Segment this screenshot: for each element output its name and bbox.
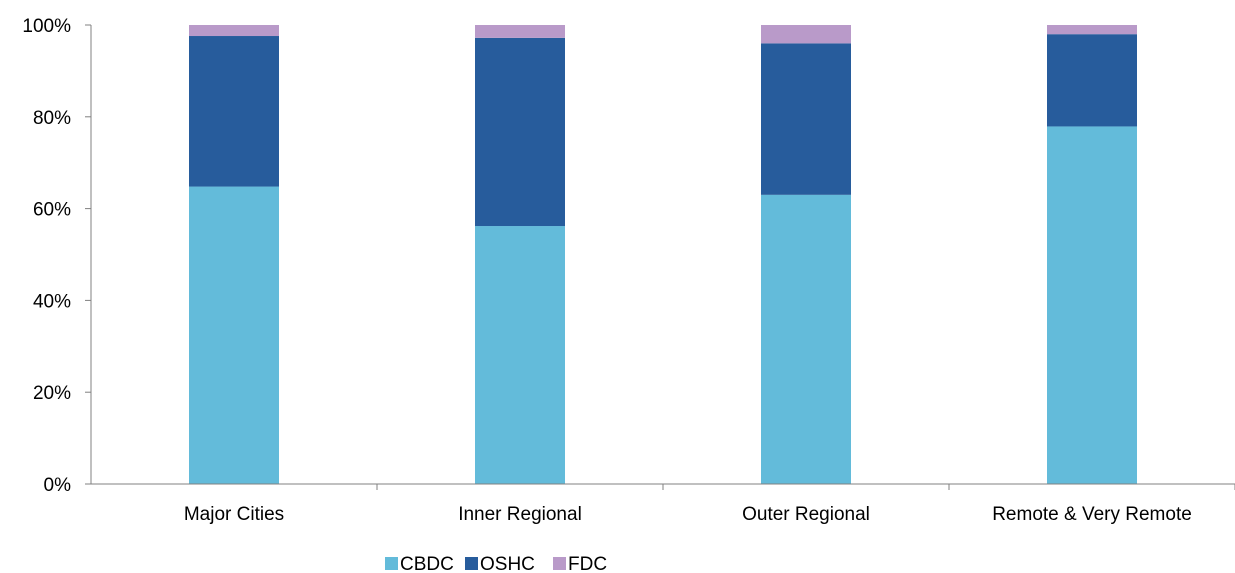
bar-oshc-2: [475, 37, 565, 227]
bars-layer: [189, 25, 1137, 485]
legend-swatch-cbdc: [385, 557, 398, 570]
bar-fdc-2: [475, 25, 565, 38]
x-category-label: Outer Regional: [742, 504, 870, 525]
y-tick-label: 60%: [33, 200, 71, 221]
legend-swatch-oshc: [465, 557, 478, 570]
bar-cbdc-2: [475, 226, 565, 485]
bar-fdc-3: [761, 25, 851, 44]
legend-swatch-fdc: [553, 557, 566, 570]
bar-cbdc-3: [761, 194, 851, 484]
legend-label-fdc: FDC: [568, 554, 607, 573]
y-ticks-layer: 0% 20% 40% 60% 80% 100%: [22, 16, 91, 496]
x-category-label: Inner Regional: [458, 504, 582, 525]
x-labels-layer: Major Cities Inner Regional Outer Regional…: [184, 484, 1235, 525]
x-category-label: Major Cities: [184, 504, 284, 525]
legend: CBDC OSHC FDC: [385, 554, 607, 573]
bar-oshc-3: [761, 43, 851, 195]
bar-cbdc-1: [189, 186, 279, 484]
bar-oshc-1: [189, 36, 279, 187]
y-tick-label: 40%: [33, 291, 71, 312]
y-tick-label: 20%: [33, 383, 71, 404]
y-tick-label: 0%: [44, 475, 72, 496]
bar-cbdc-4: [1047, 126, 1137, 485]
bar-oshc-4: [1047, 34, 1137, 127]
y-tick-label: 100%: [22, 16, 71, 37]
bar-fdc-1: [189, 25, 279, 37]
x-category-label: Remote & Very Remote: [992, 504, 1192, 525]
legend-label-cbdc: CBDC: [400, 554, 454, 573]
y-tick-label: 80%: [33, 108, 71, 129]
legend-label-oshc: OSHC: [480, 554, 535, 573]
bar-fdc-4: [1047, 25, 1137, 35]
